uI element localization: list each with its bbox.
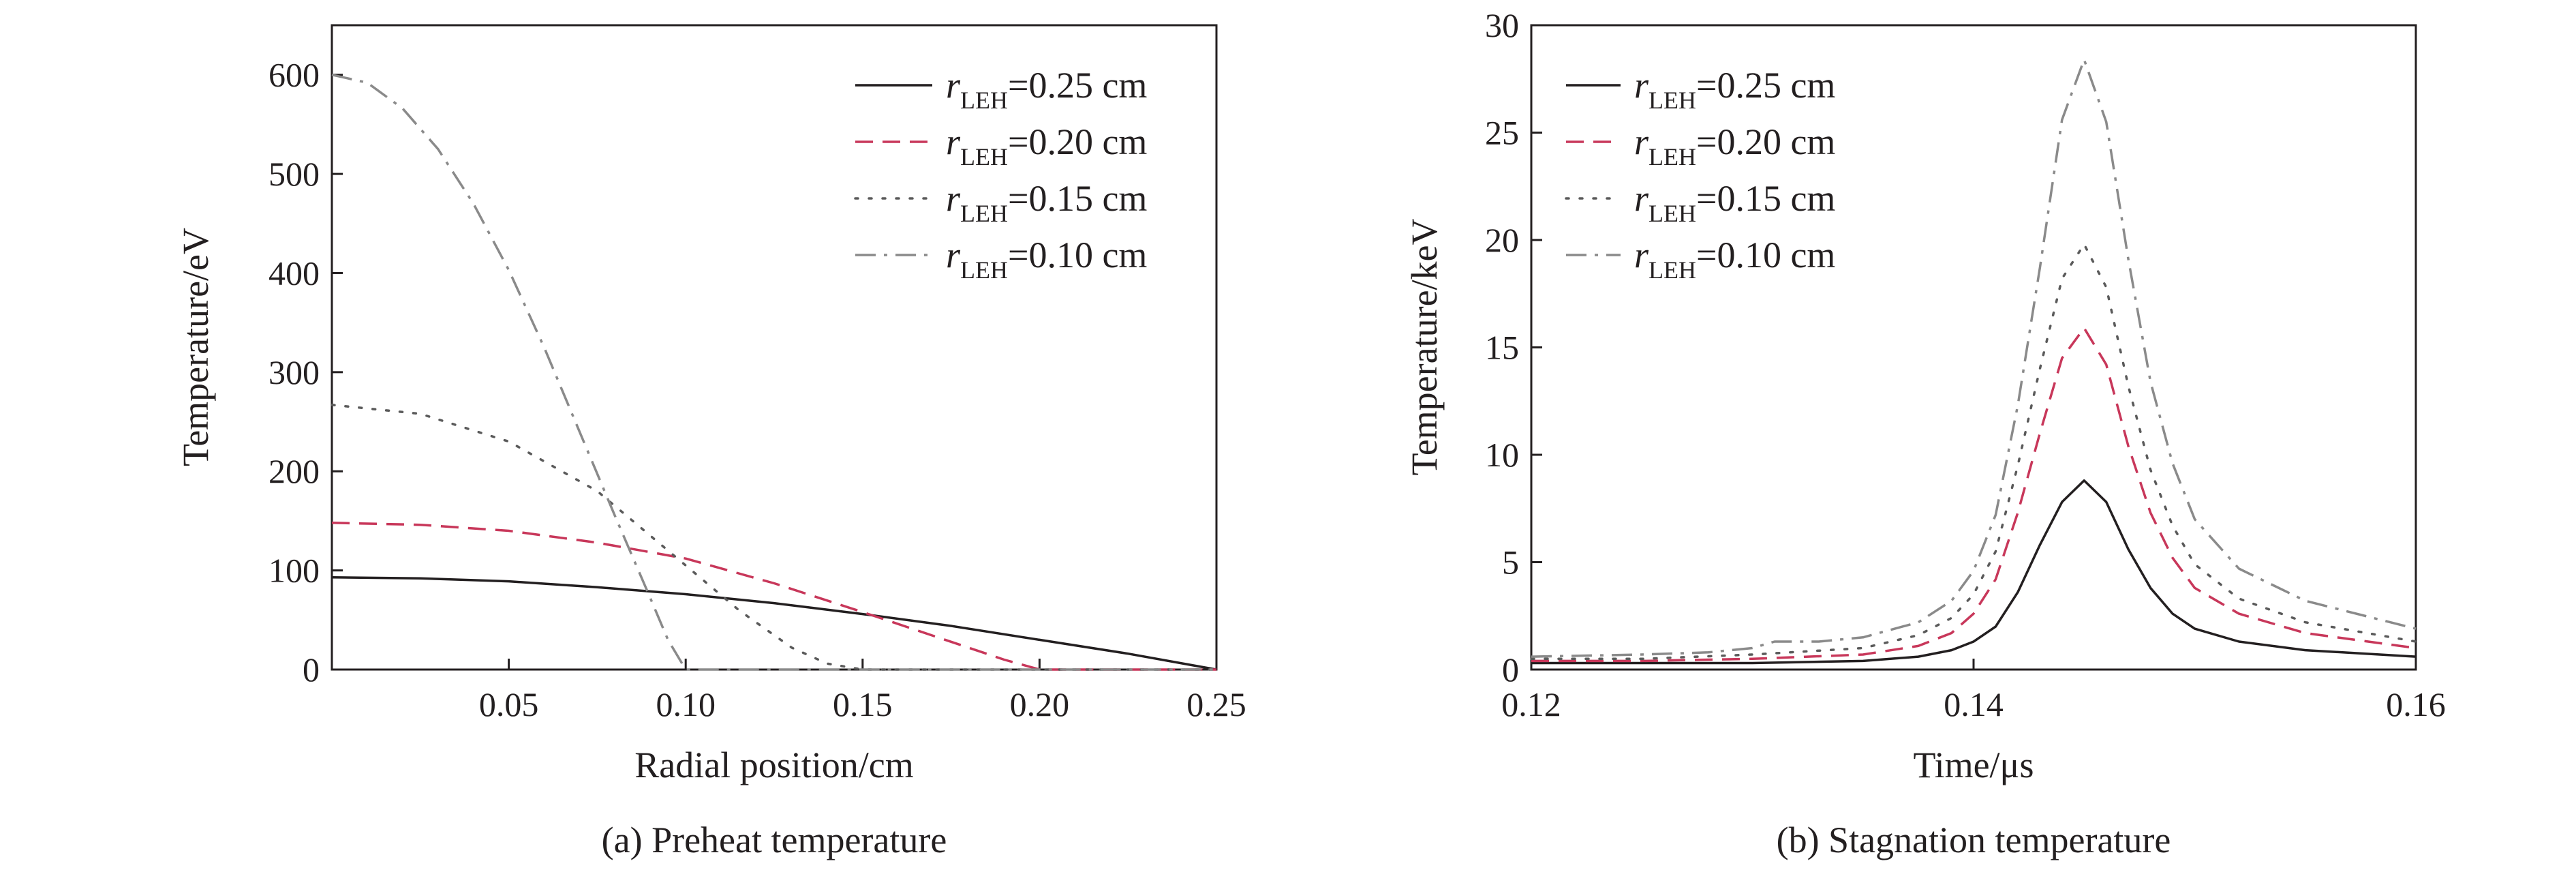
series-line-dotted	[1530, 243, 2417, 661]
x-axis-label: Time/μs	[1913, 745, 2034, 785]
y-axis-label: Temperature/keV	[1404, 218, 1445, 475]
legend-label: rLEH=0.15 cm	[946, 178, 1147, 227]
legend-label: rLEH=0.20 cm	[946, 121, 1147, 170]
y-tick-label: 600	[269, 56, 320, 94]
x-tick-label: 0.14	[1944, 685, 2004, 723]
caption: (b) Stagnation temperature	[1777, 820, 2171, 860]
legend: rLEH=0.25 cm rLEH=0.20 cm rLEH=0.15 cm rLEH…	[854, 65, 1147, 284]
legend-label: rLEH=0.10 cm	[1634, 235, 1835, 284]
legend-label: rLEH=0.20 cm	[1634, 121, 1835, 170]
series-line-solid	[331, 576, 1217, 671]
y-tick-label: 10	[1485, 436, 1519, 474]
y-tick-label: 15	[1485, 329, 1519, 367]
y-axis-label: Temperature/eV	[175, 228, 216, 466]
x-ticks: 0.05 0.10 0.15 0.20 0.25	[479, 659, 1246, 723]
y-tick-label: 300	[269, 353, 320, 391]
x-ticks: 0.12 0.14 0.16	[1501, 659, 2446, 723]
series-line-dashdot	[1531, 58, 2417, 658]
y-tick-label: 500	[269, 155, 320, 193]
y-tick-label: 20	[1485, 221, 1519, 259]
y-tick-label: 100	[269, 552, 320, 590]
x-axis-label: Radial position/cm	[634, 745, 913, 785]
plot-frame	[331, 24, 1218, 671]
series-line-dotted	[331, 404, 1218, 671]
y-ticks: 0 100 200 300 400 500 600	[269, 56, 343, 689]
legend: rLEH=0.25 cm rLEH=0.20 cm rLEH=0.15 cm rLEH…	[1565, 65, 1835, 284]
x-tick-label: 0.10	[656, 685, 716, 723]
x-tick-label: 0.05	[479, 685, 539, 723]
series-line-dashed	[331, 522, 1216, 671]
caption: (a) Preheat temperature	[602, 820, 947, 860]
legend-label: rLEH=0.15 cm	[1634, 178, 1835, 227]
y-tick-label: 30	[1485, 6, 1519, 44]
legend-label: rLEH=0.25 cm	[1634, 65, 1835, 114]
y-tick-label: 0	[303, 650, 320, 689]
plot-frame	[1530, 24, 2417, 671]
y-tick-label: 400	[269, 254, 320, 292]
x-tick-label: 0.25	[1186, 685, 1246, 723]
y-tick-label: 25	[1485, 114, 1519, 152]
series-group	[331, 73, 1218, 671]
x-tick-label: 0.16	[2386, 685, 2446, 723]
legend-label: rLEH=0.25 cm	[946, 65, 1147, 114]
y-tick-label: 5	[1502, 543, 1519, 582]
legend-label: rLEH=0.10 cm	[946, 235, 1147, 284]
y-tick-label: 0	[1502, 650, 1519, 689]
y-tick-label: 200	[269, 452, 320, 490]
x-tick-label: 0.20	[1010, 685, 1070, 723]
series-group	[1530, 58, 2417, 665]
panel-preheat: 0 100 200 300 400 500 600 0.05 0.10 0.15 0.20 0.25…	[175, 24, 1246, 860]
x-tick-label: 0.15	[833, 685, 893, 723]
series-line-dashed	[1531, 327, 2417, 663]
x-tick-label: 0.12	[1501, 685, 1561, 723]
series-line-solid	[1531, 479, 2417, 665]
y-ticks: 0 5 10 15 20 25 30	[1485, 6, 1542, 689]
